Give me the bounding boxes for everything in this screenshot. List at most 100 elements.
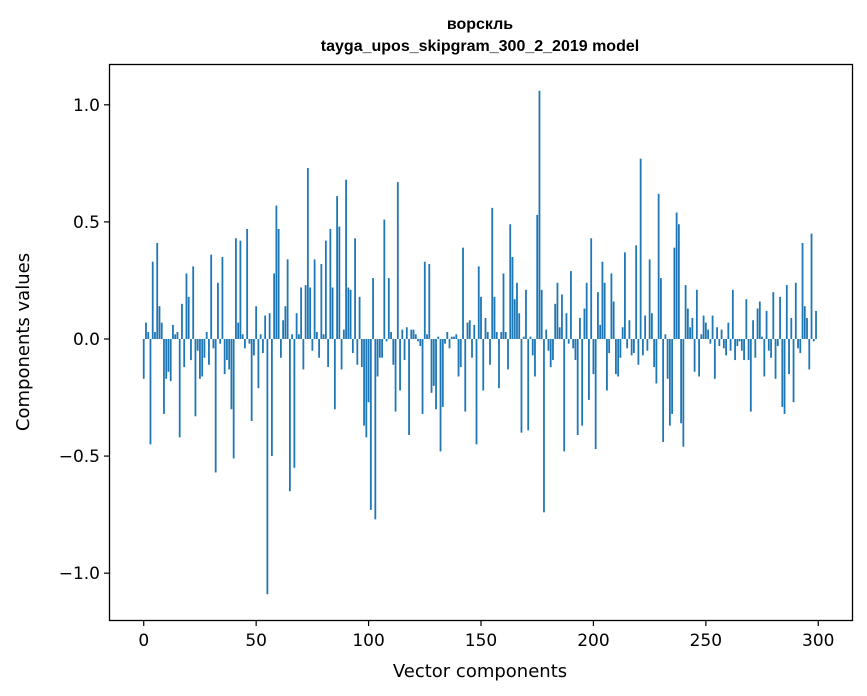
bar-252 — [709, 338, 712, 344]
bar-100 — [367, 338, 370, 403]
bar-281 — [774, 338, 777, 379]
y-tick-label: −1.0 — [59, 564, 100, 584]
bar-65 — [288, 338, 291, 492]
bar-188 — [565, 313, 568, 339]
bar-139 — [455, 334, 458, 339]
bar-13 — [172, 324, 174, 339]
bar-152 — [484, 317, 487, 339]
bar-178 — [543, 338, 545, 513]
bar-234 — [668, 338, 671, 426]
bar-253 — [711, 315, 714, 339]
bar-254 — [713, 338, 716, 379]
bar-121 — [414, 334, 417, 339]
bar-249 — [702, 315, 705, 339]
bar-37 — [226, 338, 228, 361]
bar-190 — [570, 271, 572, 339]
bar-126 — [426, 334, 428, 339]
y-tick-label: 0.5 — [73, 213, 100, 233]
bar-111 — [392, 338, 395, 365]
bar-292 — [799, 338, 802, 354]
bar-245 — [693, 338, 696, 372]
bar-28 — [205, 331, 208, 339]
bar-158 — [498, 338, 500, 389]
bar-102 — [372, 278, 374, 339]
bar-40 — [232, 338, 235, 459]
bar-34 — [219, 338, 222, 344]
x-tick-label: 300 — [802, 631, 834, 651]
bar-184 — [556, 282, 559, 339]
y-tick-label: 0.0 — [73, 330, 100, 350]
bar-33 — [217, 282, 219, 339]
bar-176 — [538, 90, 541, 339]
bar-1 — [145, 322, 147, 339]
bar-146 — [471, 338, 473, 358]
bar-226 — [650, 313, 653, 339]
y-tick-label: −0.5 — [59, 447, 100, 467]
bar-36 — [223, 338, 226, 375]
bar-136 — [448, 338, 451, 349]
bar-94 — [354, 238, 356, 339]
bar-17 — [181, 303, 183, 339]
bar-48 — [250, 338, 253, 421]
bar-164 — [511, 257, 514, 339]
bar-137 — [450, 336, 453, 339]
bar-132 — [439, 338, 442, 452]
bar-106 — [381, 338, 383, 358]
bar-261 — [729, 338, 732, 351]
bar-87 — [338, 226, 341, 339]
bar-112 — [394, 338, 397, 412]
bar-133 — [441, 338, 444, 407]
bar-82 — [327, 338, 329, 368]
bar-18 — [183, 338, 186, 368]
bar-256 — [718, 338, 721, 347]
bar-201 — [594, 338, 597, 450]
bar-266 — [740, 338, 743, 351]
bar-131 — [437, 336, 440, 339]
bar-182 — [552, 338, 554, 361]
bar-3 — [149, 338, 152, 445]
bar-299 — [815, 310, 817, 339]
bar-156 — [493, 296, 496, 339]
y-axis-label: Components values — [13, 253, 34, 431]
bar-32 — [214, 338, 217, 473]
bar-84 — [331, 287, 334, 339]
bar-71 — [302, 338, 305, 370]
bar-278 — [767, 338, 770, 351]
bar-198 — [588, 338, 590, 400]
bar-72 — [304, 285, 307, 339]
bar-285 — [783, 338, 786, 414]
bar-2 — [147, 331, 150, 339]
bar-134 — [444, 338, 446, 344]
bar-114 — [399, 338, 401, 391]
bar-208 — [610, 273, 613, 339]
bar-21 — [190, 338, 192, 361]
bar-57 — [270, 338, 273, 457]
bar-279 — [770, 338, 772, 358]
bar-43 — [239, 240, 242, 339]
bar-228 — [655, 338, 658, 384]
bar-58 — [273, 273, 276, 339]
bar-160 — [502, 273, 505, 339]
bar-0 — [142, 338, 145, 379]
bar-203 — [599, 324, 602, 339]
bar-193 — [576, 338, 579, 435]
bar-128 — [430, 338, 433, 393]
bar-52 — [259, 334, 262, 339]
bar-14 — [174, 334, 177, 339]
x-tick-label: 250 — [690, 631, 722, 651]
x-tick-label: 0 — [138, 631, 149, 651]
bar-15 — [176, 331, 179, 339]
bar-108 — [385, 338, 388, 342]
bar-25 — [199, 338, 201, 379]
bar-214 — [624, 252, 626, 339]
bar-76 — [313, 259, 316, 339]
bar-63 — [284, 306, 287, 339]
bar-10 — [165, 338, 168, 379]
chart-title: ворскль tayga_upos_skipgram_300_2_2019 m… — [321, 16, 639, 55]
bar-49 — [253, 338, 255, 356]
bar-157 — [495, 331, 498, 339]
bar-series — [142, 90, 817, 595]
bar-22 — [192, 266, 195, 339]
bar-191 — [572, 338, 575, 349]
bar-56 — [268, 313, 271, 339]
